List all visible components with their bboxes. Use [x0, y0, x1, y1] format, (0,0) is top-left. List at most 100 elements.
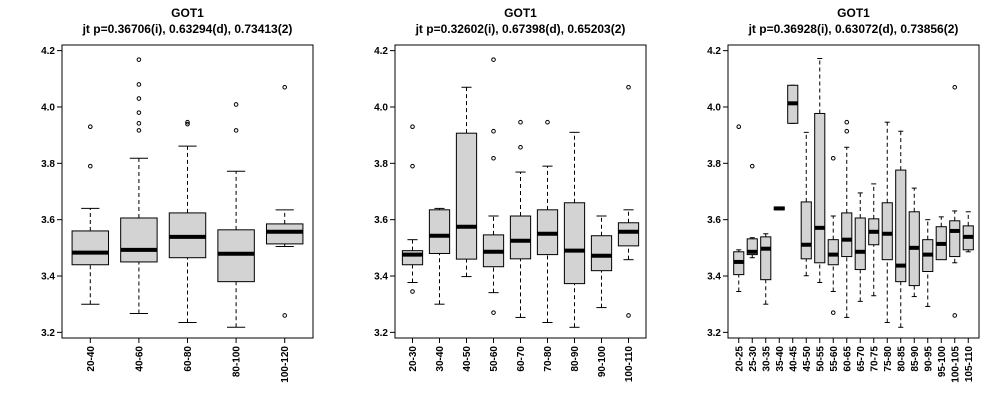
x-tick-label: 65-70 [856, 346, 867, 372]
outlier [136, 121, 142, 126]
outlier [952, 313, 958, 318]
x-tick-label: 30-40 [435, 346, 446, 372]
outlier [844, 119, 850, 125]
box [895, 169, 907, 283]
x-tick-label: 50-55 [815, 346, 826, 372]
box [800, 201, 812, 260]
y-tick-label: 3.8 [41, 159, 55, 170]
x-tick-label: 30-35 [761, 346, 772, 372]
x-tick-label: 90-95 [923, 346, 934, 372]
x-tick-label: 70-80 [543, 346, 554, 372]
y-tick-label: 3.6 [707, 215, 721, 226]
x-tick-label: 70-75 [869, 346, 880, 372]
outlier [136, 128, 142, 133]
outlier [88, 163, 93, 169]
x-tick-label: 35-40 [775, 346, 786, 372]
outlier [626, 84, 631, 90]
x-tick-label: 50-60 [489, 346, 500, 372]
y-tick-label: 3.2 [41, 328, 55, 339]
x-tick-label: 20-25 [734, 346, 745, 372]
outlier [136, 110, 142, 115]
x-tick-label: 80-85 [896, 346, 907, 372]
chart-subtitle: jt p=0.36706(i), 0.63294(d), 0.73413(2) [82, 22, 293, 36]
x-tick-label: 55-60 [829, 346, 840, 372]
y-tick-label: 4.2 [41, 46, 55, 57]
chart-title: GOT1 [171, 6, 204, 20]
x-tick-label: 40-60 [134, 346, 145, 372]
box [760, 236, 772, 281]
y-tick-label: 3.2 [374, 328, 388, 339]
outlier [136, 82, 142, 87]
x-tick-label: 100-120 [280, 346, 291, 383]
chart-subtitle: jt p=0.32602(i), 0.67398(d), 0.65203(2) [415, 22, 626, 36]
x-tick-label: 90-100 [597, 346, 608, 378]
box [746, 238, 758, 256]
box [949, 220, 961, 258]
x-tick-label: 95-100 [937, 346, 948, 378]
x-tick-label: 100-110 [624, 346, 635, 383]
outlier [736, 124, 742, 130]
x-tick-label: 60-70 [516, 346, 527, 372]
y-tick-label: 4.2 [374, 46, 388, 57]
y-tick-label: 3.6 [41, 215, 55, 226]
y-tick-label: 3.8 [707, 159, 721, 170]
y-tick-label: 4.2 [707, 46, 721, 57]
outlier [282, 313, 288, 318]
x-tick-label: 40-45 [788, 346, 799, 372]
y-tick-label: 3.4 [41, 272, 55, 283]
outlier [88, 124, 93, 130]
outlier [844, 128, 850, 134]
outlier [282, 84, 288, 90]
box [841, 212, 853, 258]
outlier [518, 119, 523, 125]
outlier [749, 163, 755, 169]
outlier [136, 96, 142, 101]
outlier [952, 84, 958, 90]
box [509, 215, 532, 260]
box [854, 217, 866, 271]
y-tick-label: 4.0 [707, 102, 721, 113]
chart-title: GOT1 [504, 6, 537, 20]
box [881, 202, 893, 261]
x-tick-label: 60-80 [183, 346, 194, 372]
outlier [410, 124, 415, 130]
box [617, 222, 640, 247]
box [563, 202, 586, 285]
outlier [830, 155, 836, 161]
x-tick-label: 105-110 [964, 346, 975, 383]
outlier [491, 128, 496, 134]
y-tick-label: 3.2 [707, 328, 721, 339]
x-tick-label: 45-50 [802, 346, 813, 372]
outlier [626, 313, 631, 318]
x-tick-label: 80-100 [232, 346, 243, 378]
box [455, 132, 478, 260]
y-tick-label: 4.0 [374, 102, 388, 113]
box [590, 235, 613, 272]
outlier [410, 289, 415, 294]
outlier [233, 128, 239, 133]
box [120, 217, 158, 263]
y-tick-label: 3.4 [707, 272, 721, 283]
box [428, 209, 451, 254]
outlier [518, 144, 523, 150]
y-tick-label: 3.6 [374, 215, 388, 226]
box [71, 230, 110, 266]
box [265, 223, 304, 245]
outlier [491, 57, 496, 62]
outlier [185, 119, 190, 125]
x-tick-label: 20-40 [86, 346, 97, 372]
y-tick-label: 3.4 [374, 272, 388, 283]
x-tick-label: 100-105 [950, 346, 961, 383]
outlier [185, 121, 190, 127]
outlier [410, 163, 415, 169]
outlier [830, 310, 836, 315]
outlier [545, 119, 550, 125]
outlier [233, 102, 239, 107]
x-tick-label: 75-80 [883, 346, 894, 372]
x-tick-label: 80-90 [570, 346, 581, 372]
box [827, 239, 839, 266]
y-tick-label: 3.8 [374, 159, 388, 170]
plot-frame [727, 44, 980, 339]
chart-title: GOT1 [837, 6, 870, 20]
x-tick-label: 85-90 [910, 346, 921, 372]
